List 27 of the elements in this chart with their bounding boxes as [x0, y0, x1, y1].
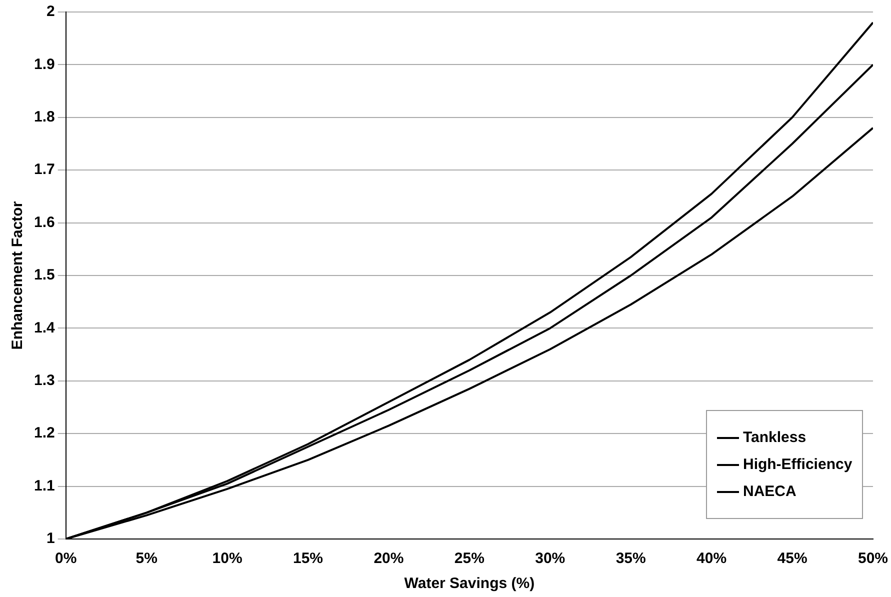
x-tick-label: 25%	[454, 550, 484, 568]
y-tick-label: 2	[46, 3, 55, 20]
y-tick-label: 1	[46, 530, 55, 548]
x-tick-label: 0%	[55, 550, 77, 568]
y-tick-label: 1.1	[34, 477, 55, 494]
y-tick-label: 1.4	[34, 319, 56, 336]
x-tick-label: 20%	[374, 550, 404, 568]
x-axis-title: Water Savings (%)	[404, 575, 535, 592]
legend-label: Tankless	[742, 429, 806, 446]
x-tick-label: 35%	[616, 550, 646, 568]
x-tick-label: 10%	[212, 550, 242, 568]
y-axis-title: Enhancement Factor	[9, 201, 26, 350]
x-tick-label: 50%	[858, 550, 888, 568]
y-tick-label: 1.6	[34, 214, 55, 231]
x-tick-label: 45%	[777, 550, 808, 568]
y-tick-label: 1.8	[34, 108, 55, 126]
legend-label: NAECA	[742, 483, 796, 500]
y-tick-label: 1.2	[34, 424, 55, 442]
y-tick-label: 1.7	[34, 161, 55, 178]
y-tick-label: 1.5	[34, 266, 55, 284]
x-tick-label: 30%	[535, 550, 566, 568]
y-tick-label: 1.3	[34, 372, 55, 390]
y-tick-label: 1.9	[34, 56, 55, 73]
legend-label: High-Efficiency	[742, 456, 852, 473]
x-tick-label: 5%	[136, 550, 158, 568]
x-tick-label: 40%	[696, 550, 727, 568]
x-tick-label: 15%	[292, 550, 324, 568]
